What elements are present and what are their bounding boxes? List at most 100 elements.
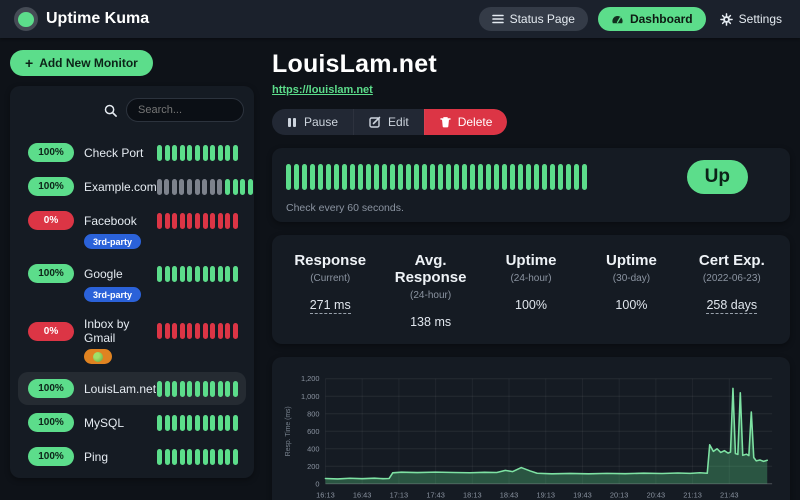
y-axis-label: Resp. Time (ms) — [285, 406, 292, 456]
stat-column: Cert Exp.(2022-06-23)258 days — [682, 252, 782, 329]
heartbeat-beat — [187, 415, 192, 431]
monitor-heartbeat-bar — [157, 266, 238, 282]
heartbeat-bar — [286, 164, 667, 190]
heartbeat-beat — [454, 164, 459, 190]
heartbeat-beat — [494, 164, 499, 190]
tag-row: 3rd-party — [84, 234, 238, 249]
status-page-button[interactable]: Status Page — [479, 7, 588, 31]
uptime-badge: 100% — [28, 143, 74, 162]
heartbeat-beat — [165, 213, 170, 229]
heartbeat-beat — [470, 164, 475, 190]
heartbeat-beat — [366, 164, 371, 190]
stat-value-text: 100% — [515, 298, 547, 312]
edit-button[interactable]: Edit — [353, 109, 424, 135]
monitor-heartbeat-bar — [157, 145, 238, 161]
heartbeat-beat — [225, 266, 230, 282]
add-new-monitor-button[interactable]: + Add New Monitor — [10, 50, 153, 76]
heartbeat-beat — [157, 213, 162, 229]
heartbeat-beat — [310, 164, 315, 190]
heartbeat-beat — [217, 179, 222, 195]
heartbeat-beat — [218, 266, 223, 282]
chart-card: 02004006008001,0001,20016:1316:4317:1317… — [272, 357, 790, 500]
heartbeat-beat — [233, 415, 238, 431]
stat-subtitle: (24-hour) — [380, 290, 480, 301]
heartbeat-beat — [350, 164, 355, 190]
gear-icon — [720, 13, 733, 26]
y-tick-label: 1,200 — [301, 374, 320, 383]
heartbeat-beat — [172, 145, 177, 161]
monitor-row[interactable]: 0%Facebook3rd-party — [18, 204, 246, 256]
heartbeat-beat — [218, 213, 223, 229]
heartbeat-beat — [203, 415, 208, 431]
x-tick-label: 20:13 — [610, 490, 629, 499]
heartbeat-beat — [180, 381, 185, 397]
monitor-heartbeat-bar — [157, 213, 238, 229]
y-tick-label: 0 — [315, 479, 319, 488]
brand[interactable]: Uptime Kuma — [14, 7, 149, 31]
heartbeat-beat — [157, 323, 162, 339]
monitor-row[interactable]: 0% Inbox by Gmail — [18, 310, 246, 371]
heartbeat-beat — [172, 449, 177, 465]
heartbeat-beat — [502, 164, 507, 190]
delete-button[interactable]: Delete — [424, 109, 508, 135]
settings-label: Settings — [739, 12, 782, 26]
page-title: LouisLam.net — [272, 50, 790, 79]
heartbeat-beat — [233, 323, 238, 339]
monitor-row[interactable]: 100%LouisLam.net — [18, 372, 246, 405]
dashboard-button[interactable]: Dashboard — [598, 7, 706, 31]
heartbeat-beat — [210, 323, 215, 339]
heartbeat-beat — [574, 164, 579, 190]
heartbeat-beat — [233, 266, 238, 282]
plus-icon: + — [25, 58, 33, 68]
x-tick-label: 20:43 — [647, 490, 666, 499]
heartbeat-beat — [302, 164, 307, 190]
heartbeat-beat — [318, 164, 323, 190]
heartbeat-beat — [203, 449, 208, 465]
x-tick-label: 19:43 — [573, 490, 592, 499]
pause-button[interactable]: Pause — [272, 109, 353, 135]
y-tick-label: 800 — [307, 409, 319, 418]
heartbeat-beat — [414, 164, 419, 190]
stat-title: Avg. Response — [380, 252, 480, 286]
monitor-url-link[interactable]: https://louislam.net — [272, 84, 373, 96]
heartbeat-beat — [486, 164, 491, 190]
uptime-badge: 100% — [28, 447, 74, 466]
stat-value: 271 ms — [280, 298, 380, 312]
heartbeat-beat — [446, 164, 451, 190]
heartbeat-beat — [195, 449, 200, 465]
stat-column: Uptime(24-hour)100% — [481, 252, 581, 329]
monitor-row[interactable]: 100% Ping — [18, 440, 246, 473]
search-input[interactable] — [126, 98, 244, 122]
chart-area — [325, 388, 767, 483]
heartbeat-beat — [233, 179, 238, 195]
monitor-row[interactable]: 100%MySQL — [18, 406, 246, 439]
stat-title: Response — [280, 252, 380, 269]
heartbeat-beat — [157, 415, 162, 431]
stat-subtitle: (2022-06-23) — [682, 273, 782, 284]
monitor-name: Inbox by Gmail — [84, 317, 157, 345]
heartbeat-beat — [164, 179, 169, 195]
heartbeat-beat — [157, 266, 162, 282]
heartbeat-beat — [180, 213, 185, 229]
heartbeat-beat — [334, 164, 339, 190]
settings-button[interactable]: Settings — [716, 7, 786, 31]
monitor-row[interactable]: 100%Example.com — [18, 170, 246, 203]
heartbeat-beat — [218, 381, 223, 397]
x-tick-label: 19:13 — [536, 490, 555, 499]
stat-subtitle: (30-day) — [581, 273, 681, 284]
monitor-row[interactable]: 100%Check Port — [18, 136, 246, 169]
response-chart: 02004006008001,0001,20016:1316:4317:1317… — [280, 369, 782, 500]
monitor-name: Google — [84, 267, 123, 281]
add-new-monitor-label: Add New Monitor — [39, 56, 138, 70]
y-tick-label: 200 — [307, 462, 319, 471]
monitor-heartbeat-bar — [157, 449, 238, 465]
monitor-row[interactable]: 100%Google3rd-party — [18, 257, 246, 309]
stat-title: Cert Exp. — [682, 252, 782, 269]
heartbeat-beat — [326, 164, 331, 190]
stat-value-text: 271 ms — [310, 298, 351, 314]
stat-value: 138 ms — [380, 315, 480, 329]
heartbeat-beat — [582, 164, 587, 190]
uptime-badge: 0% — [28, 322, 74, 341]
monitor-name: Ping — [84, 450, 108, 464]
heartbeat-beat — [187, 323, 192, 339]
